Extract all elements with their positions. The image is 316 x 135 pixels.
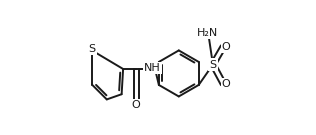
Text: O: O — [131, 100, 140, 110]
Text: O: O — [222, 79, 230, 89]
Text: S: S — [88, 44, 95, 54]
Text: O: O — [222, 42, 230, 52]
Text: H₂N: H₂N — [197, 28, 218, 38]
Text: S: S — [210, 60, 216, 70]
Text: NH: NH — [144, 63, 161, 73]
